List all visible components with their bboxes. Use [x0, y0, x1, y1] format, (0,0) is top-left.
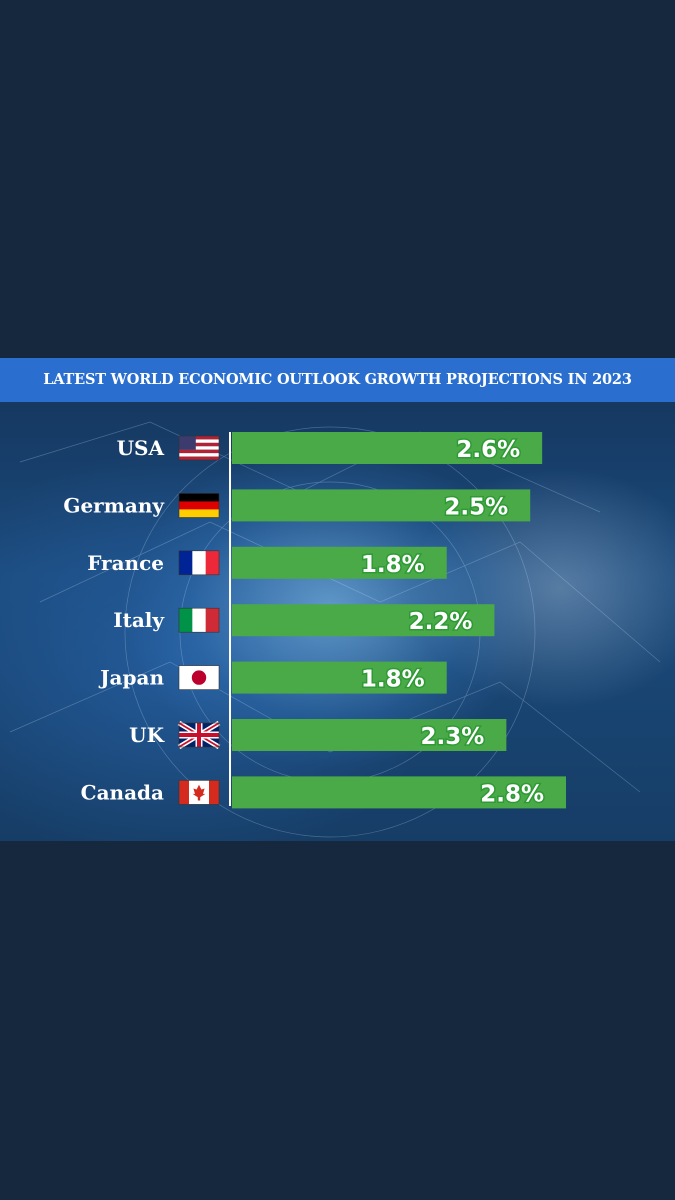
bar-france — [232, 546, 447, 579]
value-label: 2.5% — [444, 494, 508, 520]
category-label: Canada — [81, 780, 164, 804]
chart-panel: LATEST WORLD ECONOMIC OUTLOOK GROWTH PRO… — [0, 358, 675, 841]
bar-japan — [232, 661, 447, 694]
bars-group — [232, 432, 566, 809]
value-label: 2.3% — [421, 724, 485, 750]
flag-usa-icon — [178, 435, 220, 461]
value-label: 2.6% — [456, 437, 520, 463]
bar-usa — [232, 432, 543, 464]
flag-japan-icon — [178, 665, 220, 690]
category-label: Germany — [63, 493, 165, 517]
value-label: 2.8% — [480, 781, 544, 807]
flag-italy-icon — [178, 607, 220, 633]
flags-group — [177, 435, 221, 805]
flag-germany-icon — [178, 493, 220, 518]
value-label: 1.8% — [361, 552, 425, 578]
flag-canada-icon — [178, 780, 220, 805]
flag-uk-icon — [177, 720, 221, 750]
bar-germany — [232, 489, 531, 522]
value-label: 2.2% — [409, 609, 473, 635]
category-label: Italy — [113, 608, 165, 632]
bar-italy — [232, 604, 495, 637]
category-label: France — [87, 551, 164, 575]
value-labels: 2.6% 2.5% 1.8% 2.2% 1.8% 2.3% 2.8% — [359, 436, 545, 809]
category-label: Japan — [98, 666, 164, 690]
category-label: UK — [129, 723, 164, 747]
chart-title: LATEST WORLD ECONOMIC OUTLOOK GROWTH PRO… — [43, 371, 632, 388]
category-label: USA — [117, 436, 165, 460]
bar-uk — [232, 719, 507, 751]
bar-canada — [232, 776, 566, 809]
value-label: 1.8% — [361, 667, 425, 693]
flag-france-icon — [178, 550, 220, 576]
category-labels: USA Germany France Italy Japan UK Canada — [63, 436, 165, 804]
title-bar: LATEST WORLD ECONOMIC OUTLOOK GROWTH PRO… — [0, 358, 675, 402]
